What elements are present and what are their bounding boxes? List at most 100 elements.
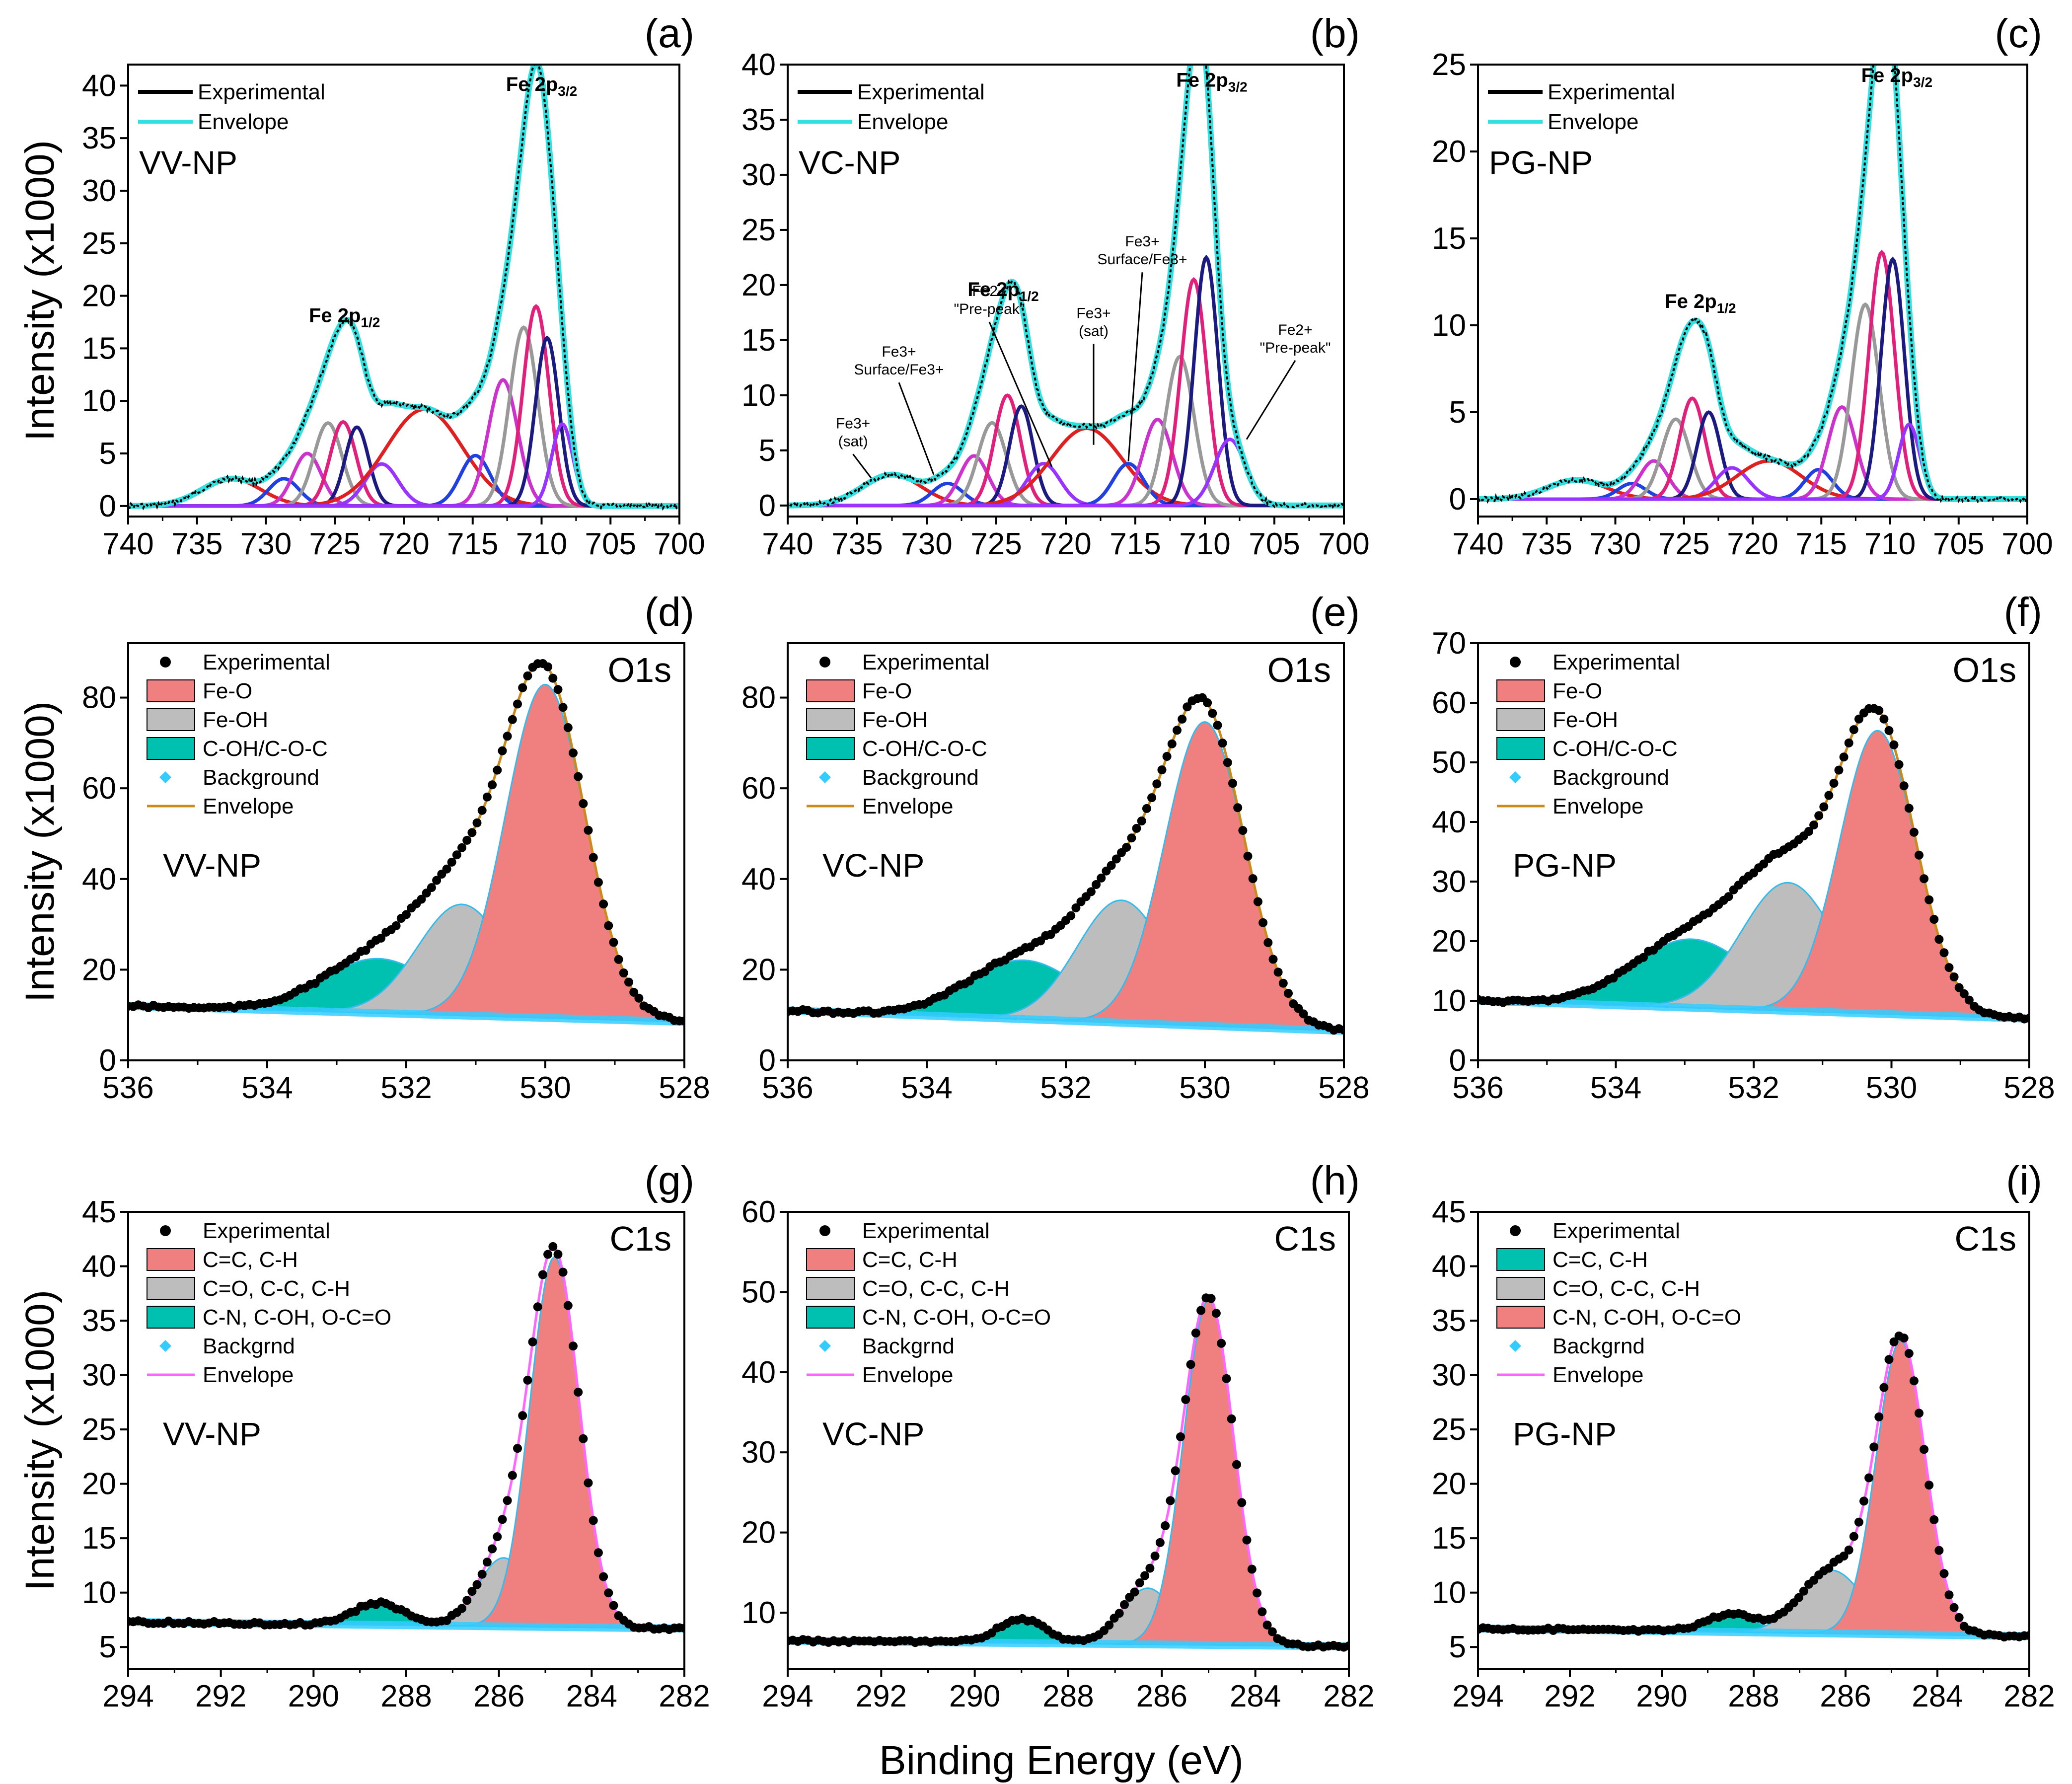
panel-label: (d) (645, 590, 694, 635)
x-tick-label: 710 (1864, 527, 1916, 561)
experimental-point (1238, 826, 1248, 835)
panel-label: (i) (2006, 1158, 2042, 1203)
experimental-point (452, 850, 461, 860)
experimental-point (1157, 765, 1167, 775)
legend-swatch-experimental (1510, 1225, 1521, 1236)
y-tick-label: 40 (741, 1355, 776, 1390)
experimental-point (1127, 833, 1136, 843)
experimental-point (488, 780, 497, 790)
annotation-text: (sat) (1079, 323, 1109, 339)
legend-swatch-background (159, 1340, 171, 1352)
x-tick-label: 700 (654, 527, 705, 561)
experimental-point (1909, 1376, 1919, 1386)
panel-label: (g) (645, 1158, 694, 1203)
x-tick-label: 735 (1521, 527, 1572, 561)
legend: Experimental Envelope (1488, 80, 1675, 134)
legend-swatch (147, 737, 195, 760)
x-tick-label: 286 (1136, 1679, 1187, 1713)
experimental-point (1794, 1593, 1803, 1602)
x-tick-label: 730 (1590, 527, 1641, 561)
experimental-point (1150, 1552, 1160, 1561)
experimental-point (1934, 935, 1944, 944)
experimental-point (1344, 1641, 1349, 1650)
panel-label: (f) (2004, 590, 2042, 635)
y-tick-label: 40 (1432, 805, 1466, 839)
x-tick-label: 294 (102, 1679, 153, 1713)
x-tick-label: 286 (1820, 1679, 1871, 1713)
experimental-point (619, 968, 628, 977)
y-tick-label: 0 (759, 489, 776, 523)
plot-area-g (128, 1242, 684, 1635)
legend-swatch (806, 737, 855, 760)
experimental-point (1186, 1360, 1195, 1369)
experimental-point (1869, 1442, 1879, 1452)
peak-title: Fe 2p1/2 (309, 304, 380, 330)
x-tick-label: 715 (1796, 527, 1847, 561)
legend-swatch-background (1509, 771, 1521, 783)
experimental-points (1478, 1332, 2029, 1641)
panel-label: (e) (1310, 590, 1360, 635)
panel-b: 740 735 730 725 720 715 710 705 700 0 5 10 15 20 25 30 3… (741, 11, 1370, 561)
y-tick-label: 5 (99, 1630, 116, 1664)
experimental-point (1243, 851, 1253, 861)
panel-label: (a) (645, 11, 694, 56)
legend-label: C-N, C-OH, O-C=O (862, 1305, 1051, 1330)
x-tick-label: 284 (1230, 1679, 1281, 1713)
experimental-point (599, 1572, 608, 1581)
x-tick-label: 725 (1658, 527, 1709, 561)
x-tick-label: 735 (171, 527, 222, 561)
annotation-text: Fe3+ (1125, 233, 1159, 250)
sample-label: PG-NP (1513, 1415, 1617, 1452)
experimental-point (1339, 1025, 1344, 1035)
experimental-point (523, 1375, 532, 1385)
experimental-point (1253, 1588, 1262, 1598)
experimental-point (574, 772, 583, 781)
annotation-text: Surface/Fe3+ (854, 362, 944, 378)
experimental-point (1263, 938, 1273, 947)
experimental-point (462, 835, 472, 845)
legend: Experimental Envelope (138, 80, 325, 134)
legend-label: Experimental (862, 1219, 990, 1243)
legend: Experimental C=C, C-H C=O, C-C, C-H C-N, C-… (1496, 1219, 1741, 1387)
legend-label: C=C, C-H (1553, 1248, 1648, 1272)
x-tick-label: 725 (309, 527, 361, 561)
experimental-point (1097, 873, 1106, 883)
legend-label: C-N, C-OH, O-C=O (1553, 1305, 1741, 1330)
experimental-point (1824, 1563, 1834, 1573)
legend-swatch-background (819, 771, 831, 783)
y-tick-label: 35 (741, 103, 776, 137)
x-tick-label: 532 (1040, 1071, 1091, 1105)
x-tick-label: 705 (1249, 527, 1300, 561)
x-tick-label: 725 (970, 527, 1022, 561)
y-tick-label: 25 (741, 213, 776, 247)
x-tick-label: 292 (1544, 1679, 1595, 1713)
experimental-point (1213, 721, 1222, 730)
x-tick-label: 282 (659, 1679, 710, 1713)
experimental-point (1915, 1409, 1924, 1418)
annotation-text: Fe2+ (1278, 322, 1312, 338)
experimental-point (513, 699, 522, 709)
experimental-point (1162, 752, 1172, 761)
peak-title: Fe 2p3/2 (1176, 69, 1247, 94)
legend-swatch (806, 708, 855, 731)
y-tick-label: 40 (1432, 1250, 1466, 1284)
experimental-point (548, 673, 558, 683)
component-peak-10 (128, 325, 679, 508)
annotation-text: "Pre-peak" (954, 301, 1025, 317)
annotation-arrow (898, 382, 935, 475)
y-tick-label: 70 (1432, 626, 1466, 661)
experimental-point (482, 1558, 492, 1567)
legend-swatch (147, 1277, 195, 1300)
experimental-point (584, 1478, 593, 1487)
y-tick-label: 50 (1432, 745, 1466, 780)
experimental-point (1904, 1349, 1914, 1358)
y-tick-label: 10 (1432, 308, 1466, 343)
y-tick-label: 0 (759, 1043, 776, 1078)
legend-label: Experimental (857, 80, 985, 104)
annotation-arrow (1246, 360, 1296, 440)
experimental-point (1874, 1412, 1884, 1421)
x-tick-label: 534 (241, 1071, 293, 1105)
experimental-point (498, 746, 507, 755)
y-tick-label: 60 (741, 771, 776, 806)
experimental-point (1237, 1498, 1247, 1507)
